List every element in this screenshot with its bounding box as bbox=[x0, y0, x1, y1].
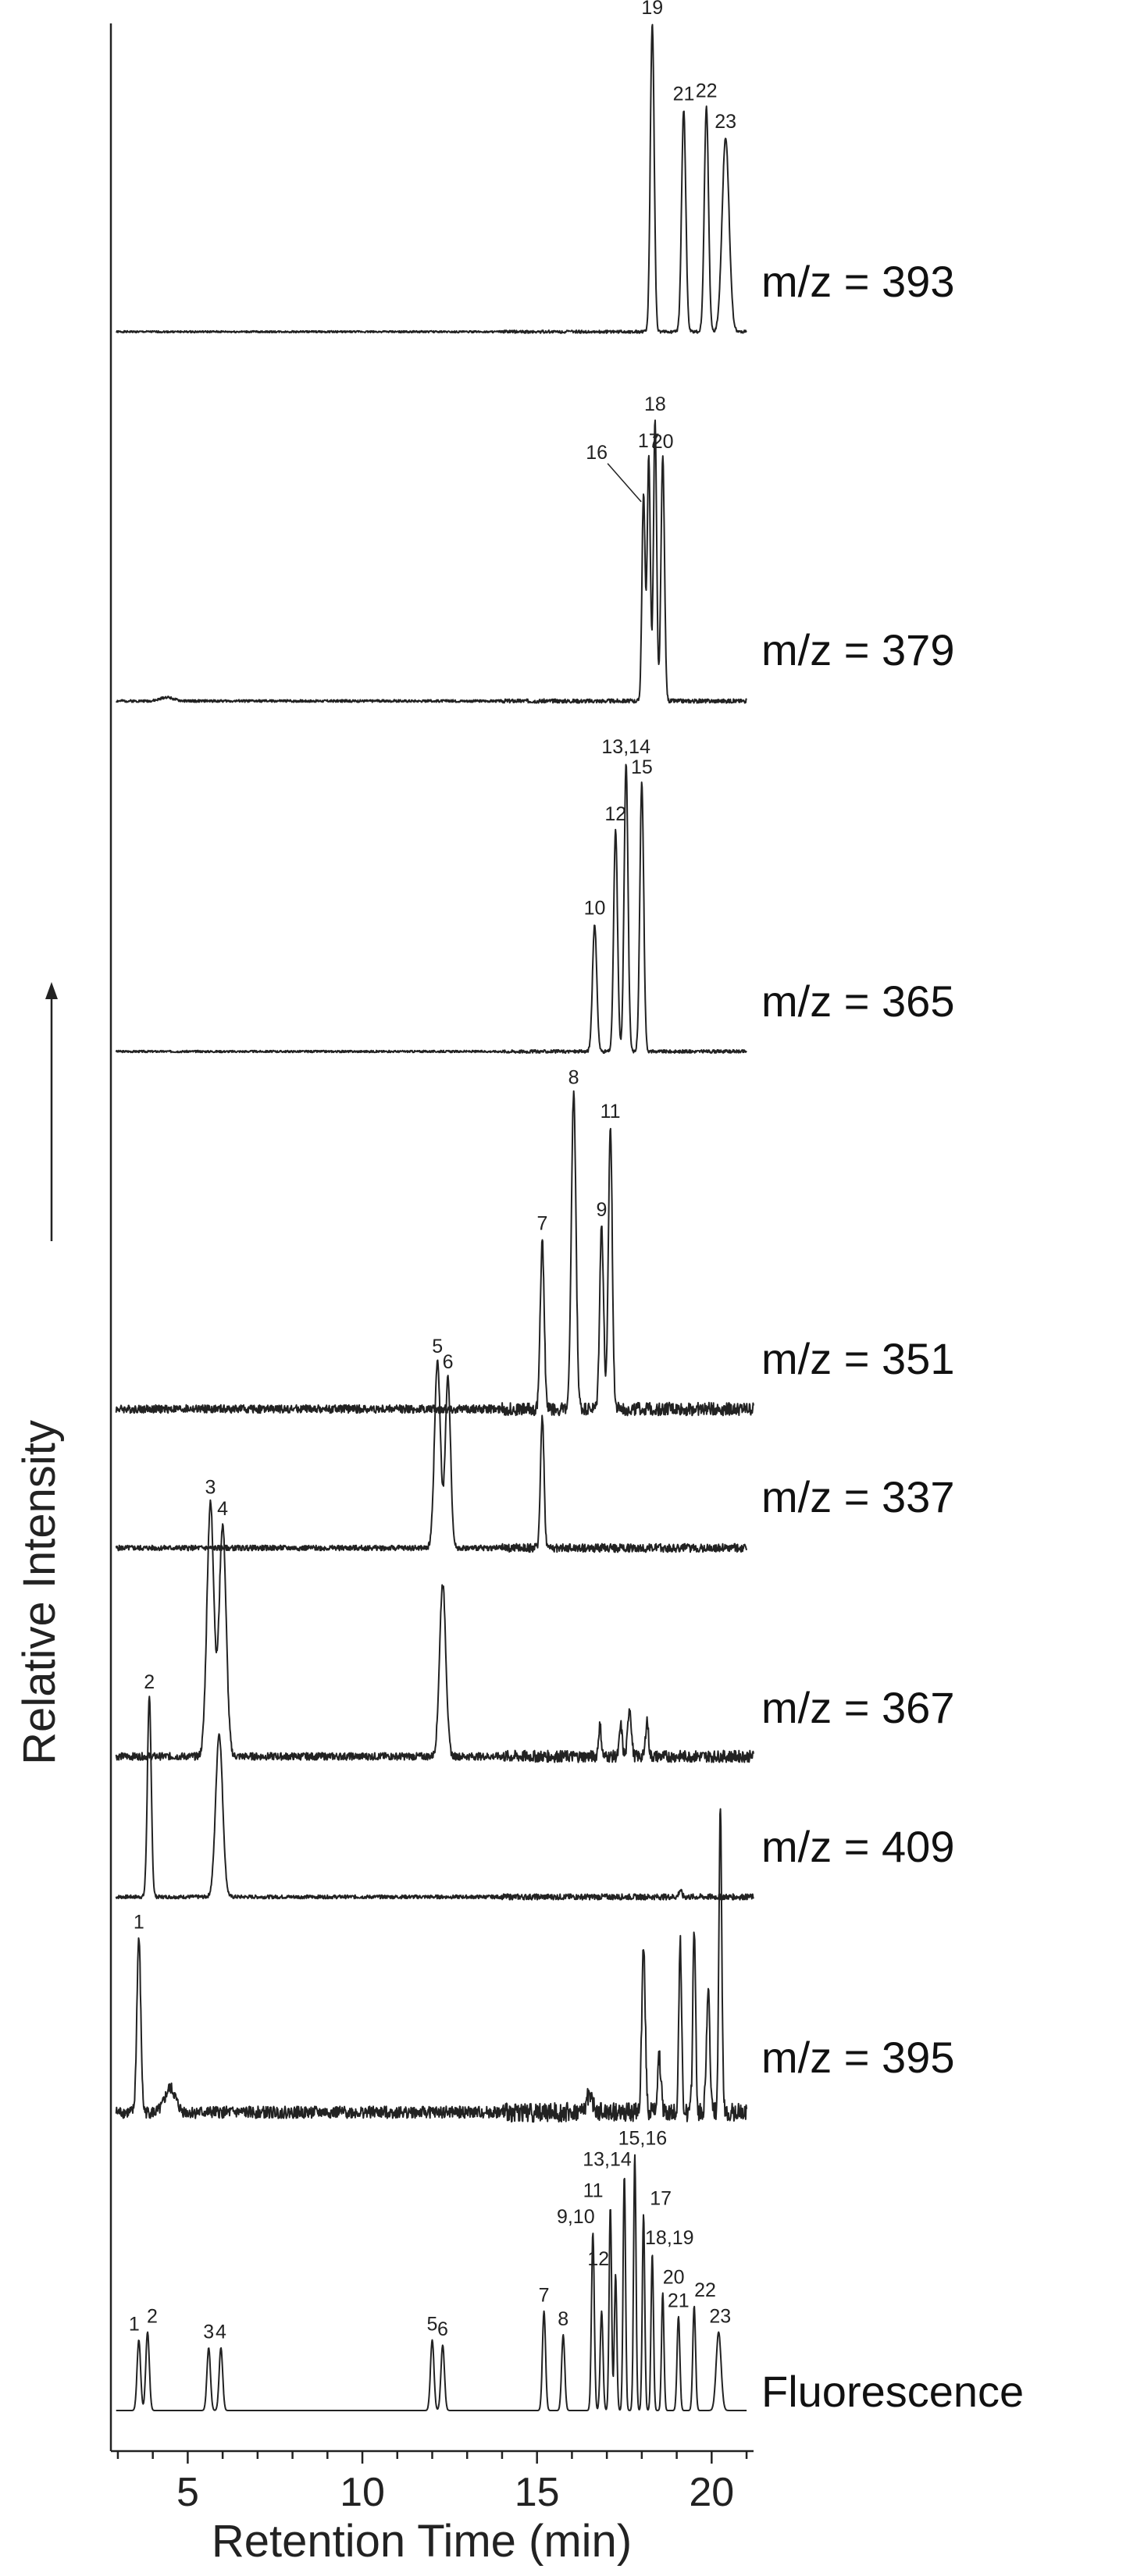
trace-4: 7 8 9 11 m/z = 351 bbox=[115, 1067, 954, 1417]
trace-line bbox=[116, 23, 747, 334]
trace-label: m/z = 393 bbox=[761, 257, 954, 306]
peak-label: 6 bbox=[443, 1351, 454, 1373]
peak-label: 23 bbox=[709, 2306, 731, 2328]
trace-8: 1 m/z = 395 bbox=[115, 1808, 954, 2123]
peak-label: 21 bbox=[668, 2290, 690, 2311]
peak-label: 9,10 bbox=[557, 2206, 595, 2228]
axes-group: Relative Intensity Retention Time (min) … bbox=[14, 23, 754, 2567]
trace-line bbox=[115, 1359, 748, 1553]
peak-label: 9 bbox=[596, 1199, 607, 1221]
peak-label: 2 bbox=[144, 1671, 155, 1693]
peak-label: 1 bbox=[134, 1912, 144, 1934]
y-axis-title: Relative Intensity bbox=[14, 1420, 65, 1765]
trace-6: 34 m/z = 367 bbox=[115, 1477, 954, 1763]
trace-2: 16 17 18 20 m/z = 379 bbox=[115, 393, 954, 704]
peak-label: 7 bbox=[536, 1213, 547, 1235]
peak-label: 20 bbox=[663, 2266, 685, 2288]
x-tick-label: 20 bbox=[689, 2470, 734, 2515]
trace-label: m/z = 409 bbox=[761, 1822, 954, 1871]
trace-line bbox=[115, 1695, 754, 1901]
peak-label: 5 bbox=[432, 1336, 443, 1357]
x-axis-title: Retention Time (min) bbox=[212, 2516, 632, 2567]
trace-line bbox=[116, 2154, 747, 2411]
peak-label: 23 bbox=[715, 111, 736, 133]
peak-label: 11 bbox=[601, 1101, 621, 1123]
peak-label: 5 bbox=[427, 2314, 438, 2336]
peak-label: 18,19 bbox=[645, 2227, 694, 2249]
peak-leader-line bbox=[607, 463, 642, 503]
peak-label: 3 bbox=[205, 1477, 216, 1499]
trace-7: 2 m/z = 409 bbox=[115, 1671, 954, 1901]
peak-label: 1 bbox=[129, 2314, 140, 2336]
peak-label: 17 bbox=[638, 430, 660, 452]
trace-label: m/z = 351 bbox=[761, 1334, 954, 1383]
peak-label: 13,14 bbox=[601, 736, 650, 758]
peak-label: 10 bbox=[584, 898, 606, 920]
peak-label: 12 bbox=[587, 2248, 609, 2270]
peak-label: 18 bbox=[644, 393, 666, 415]
peak-label: 16 bbox=[586, 442, 608, 464]
trace-label: m/z = 337 bbox=[761, 1472, 954, 1521]
peak-label: 3 bbox=[203, 2322, 214, 2343]
peak-label: 20 bbox=[652, 431, 674, 453]
peak-label: 4 bbox=[217, 1498, 228, 1520]
peak-label: 11 bbox=[583, 2180, 604, 2202]
trace-label: Fluorescence bbox=[761, 2367, 1024, 2416]
peak-label: 7 bbox=[539, 2285, 550, 2307]
trace-line bbox=[115, 1808, 748, 2123]
peak-label: 12 bbox=[604, 803, 626, 825]
peak-label: 19 bbox=[641, 0, 663, 19]
trace-line bbox=[115, 1499, 754, 1763]
peak-label: 17 bbox=[650, 2188, 672, 2210]
trace-label: m/z = 365 bbox=[761, 977, 954, 1026]
trace-label: m/z = 379 bbox=[761, 625, 954, 674]
peak-label: 22 bbox=[696, 80, 718, 102]
x-tick-label: 10 bbox=[340, 2470, 385, 2515]
trace-line bbox=[115, 419, 747, 704]
trace-1: 19 21 22 23 m/z = 393 bbox=[116, 0, 954, 334]
trace-line bbox=[115, 763, 747, 1055]
peak-label: 4 bbox=[216, 2322, 226, 2343]
peak-label: 2 bbox=[147, 2306, 158, 2328]
peak-label: 21 bbox=[673, 84, 695, 105]
trace-label: m/z = 367 bbox=[761, 1683, 954, 1732]
x-tick-label: 5 bbox=[176, 2470, 199, 2515]
peak-label: 15,16 bbox=[618, 2128, 668, 2150]
peak-label: 13,14 bbox=[583, 2149, 632, 2171]
peak-label: 8 bbox=[558, 2308, 568, 2330]
peak-label: 6 bbox=[437, 2318, 448, 2340]
peak-label: 8 bbox=[568, 1067, 579, 1089]
intensity-arrow-head bbox=[45, 982, 58, 999]
trace-label: m/z = 395 bbox=[761, 2033, 954, 2082]
peak-label: 15 bbox=[631, 756, 653, 778]
trace-line bbox=[115, 1090, 754, 1417]
x-tick-label: 15 bbox=[515, 2470, 560, 2515]
peak-label: 22 bbox=[694, 2279, 716, 2301]
